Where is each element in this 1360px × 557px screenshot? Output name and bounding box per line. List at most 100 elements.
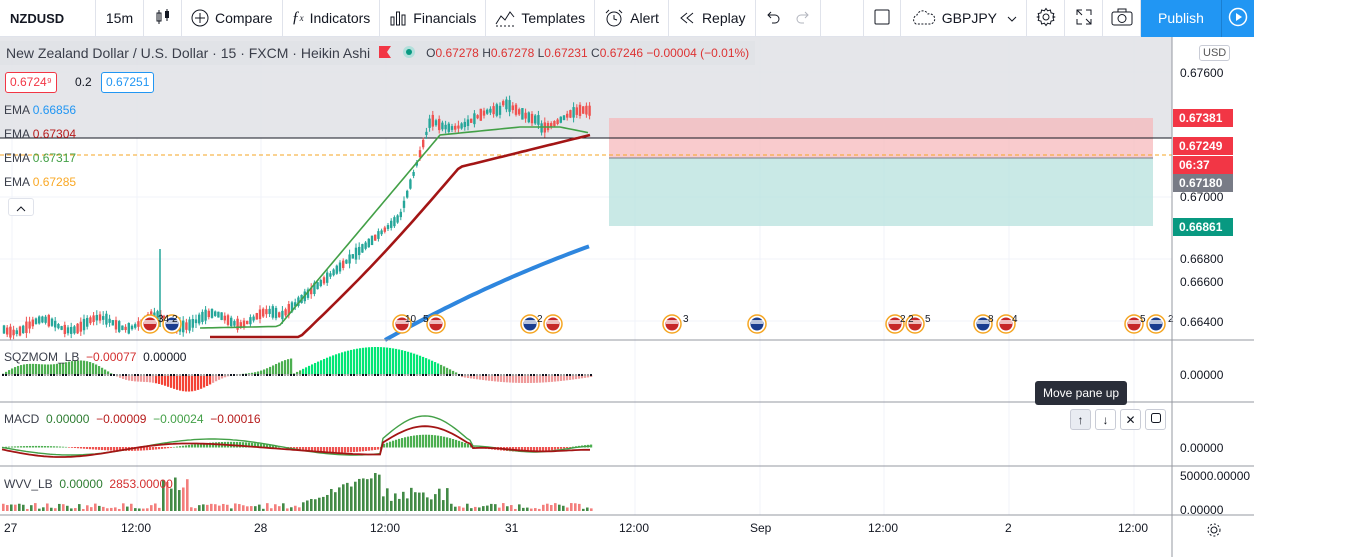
event-count-label: 2 <box>537 314 543 325</box>
sqzmom-bar <box>224 375 227 378</box>
undo-button[interactable] <box>756 0 788 37</box>
macd-bar <box>527 447 530 452</box>
time-tick: 12:00 <box>1118 521 1149 535</box>
ohlc-values: O0.67278 H0.67278 L0.67231 C0.67246 −0.0… <box>426 46 750 60</box>
volume-bar <box>566 507 569 511</box>
macd-bar <box>158 447 161 450</box>
macd-bar <box>29 445 32 448</box>
sqzmom-dot <box>71 374 73 376</box>
chart-type-button[interactable] <box>144 0 182 37</box>
candle-body <box>572 107 575 118</box>
sqzmom-bar <box>491 375 494 382</box>
sqzmom-bar <box>419 355 422 375</box>
macd-bar <box>5 446 8 448</box>
price-tick: 0.66400 <box>1180 315 1224 329</box>
sqzmom-bar <box>68 361 71 375</box>
macd-bar <box>347 447 350 453</box>
fullscreen-layout-button[interactable] <box>862 0 901 37</box>
macd-bar <box>401 438 404 448</box>
ema-legend-4[interactable]: EMA 0.67285 <box>4 175 77 189</box>
macd-bar <box>317 447 320 452</box>
ask-price-button[interactable]: 0.67251 <box>101 72 155 93</box>
sqzmom-bar <box>314 362 317 375</box>
sqzmom-bar <box>152 375 155 383</box>
replay-button[interactable]: Replay <box>669 0 756 37</box>
candle-body <box>409 179 412 189</box>
macd-bar <box>104 447 107 451</box>
countdown-tag: 06:37 <box>1173 156 1233 174</box>
ema-legend-2[interactable]: EMA 0.67304 <box>4 127 77 141</box>
volume-bar <box>490 503 493 511</box>
sqzmom-dot <box>59 374 61 376</box>
macd-bar <box>110 447 113 451</box>
candle-body <box>95 315 98 321</box>
sqzmom-dot <box>53 374 55 376</box>
financials-button[interactable]: Financials <box>380 0 487 37</box>
ema-legend-3[interactable]: EMA 0.67317 <box>4 151 77 165</box>
sqzmom-dot <box>473 374 475 376</box>
macd-bar <box>518 447 521 452</box>
candle-body <box>262 308 265 317</box>
interval-button[interactable]: 15m <box>96 0 144 37</box>
snapshot-button[interactable] <box>1103 0 1141 37</box>
compare-button[interactable]: Compare <box>182 0 283 37</box>
templates-button[interactable]: Templates <box>486 0 596 37</box>
macd-bar <box>116 447 119 451</box>
macd-legend[interactable]: MACD 0.00000 −0.00009 −0.00024 −0.00016 <box>4 412 261 426</box>
collapse-legend-button[interactable] <box>8 198 34 216</box>
sqzmom-legend[interactable]: SQZMOM_LB −0.00077 0.00000 <box>4 350 187 364</box>
volume-bar <box>102 506 105 511</box>
volume-bar <box>214 504 217 511</box>
maximize-pane-button[interactable] <box>1145 409 1166 430</box>
bid-price-button[interactable]: 0.6724⁹ <box>5 72 57 93</box>
ema-legend-1[interactable]: EMA 0.66856 <box>4 103 77 117</box>
macd-bar <box>365 447 368 451</box>
move-pane-up-button[interactable]: ↑ <box>1070 409 1091 430</box>
layout-symbol-button[interactable]: GBPJPY <box>901 0 1027 37</box>
move-pane-down-button[interactable]: ↓ <box>1095 409 1116 430</box>
series-legend[interactable]: New Zealand Dollar / U.S. Dollar · 15 · … <box>0 41 756 65</box>
take-profit-zone[interactable] <box>609 158 1153 226</box>
symbol-search-button[interactable]: NZDUSD <box>0 0 96 37</box>
maximize-button[interactable] <box>1065 0 1103 37</box>
flag-icon[interactable] <box>378 45 392 62</box>
wvv-legend[interactable]: WVV_LB 0.00000 2853.00000 <box>4 477 173 491</box>
rewind-icon <box>678 9 696 27</box>
sqzmom-bar <box>545 375 548 383</box>
publish-button[interactable]: Publish <box>1141 0 1221 37</box>
volume-bar <box>178 490 181 511</box>
macd-bar <box>260 443 263 448</box>
sqzmom-dot <box>185 374 187 376</box>
currency-label[interactable]: USD <box>1199 45 1231 61</box>
macd-bar <box>200 443 203 448</box>
sqzmom-bar <box>95 364 98 375</box>
alert-button[interactable]: Alert <box>595 0 669 37</box>
candle-body <box>210 308 214 318</box>
volume-bar <box>42 507 45 511</box>
series-title: New Zealand Dollar / U.S. Dollar · 15 · … <box>6 45 371 61</box>
economic-events[interactable]: 34 2 10 5 2 3 2 2 5 8 4 5 2 <box>140 314 1174 334</box>
macd-bar <box>422 434 425 448</box>
time-tick: Sep <box>750 521 772 535</box>
settings-button[interactable] <box>1027 0 1065 37</box>
macd-bar <box>74 447 77 449</box>
time-tick: 28 <box>254 521 268 535</box>
candle-body <box>588 105 591 116</box>
close-pane-button[interactable]: ✕ <box>1120 409 1141 430</box>
redo-button[interactable] <box>788 0 821 37</box>
heikin-ashi-candles <box>2 95 591 341</box>
chart-canvas[interactable]: 34 2 10 5 2 3 2 2 5 8 4 5 2 <box>0 37 1254 557</box>
candle-body <box>380 230 383 235</box>
candle-body <box>370 235 374 246</box>
gear-icon[interactable] <box>1207 523 1221 537</box>
macd-bar <box>548 447 551 451</box>
sqzmom-dot <box>233 374 235 376</box>
candle-body <box>6 327 9 335</box>
sqzmom-dot <box>182 374 184 376</box>
sqzmom-dot <box>359 374 361 376</box>
candle-body <box>463 121 466 128</box>
play-button[interactable] <box>1221 0 1254 37</box>
sqzmom-dot <box>371 374 373 376</box>
macd-bar <box>371 447 374 451</box>
